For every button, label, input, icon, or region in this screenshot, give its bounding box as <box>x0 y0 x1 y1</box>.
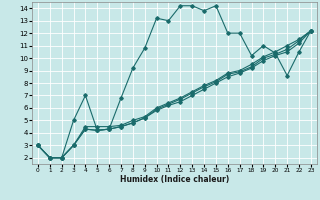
X-axis label: Humidex (Indice chaleur): Humidex (Indice chaleur) <box>120 175 229 184</box>
